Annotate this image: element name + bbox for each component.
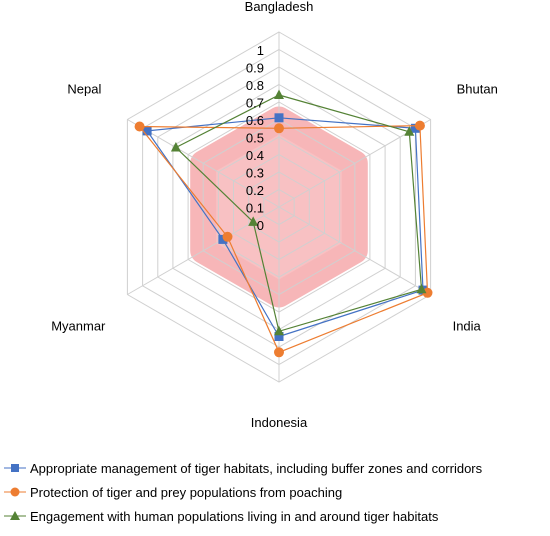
legend-label: Engagement with human populations living…	[30, 508, 439, 524]
data-point-square	[274, 113, 284, 123]
axis-label-indonesia: Indonesia	[251, 415, 308, 430]
data-point-square	[218, 234, 228, 244]
tick-label: 0.8	[246, 78, 264, 93]
data-point-circle	[222, 231, 233, 242]
data-point-triangle	[416, 283, 427, 294]
tick-label: 0.1	[246, 201, 264, 216]
label-group: 0 0.1 0.2 0.3 0.4 0.5 0.6 0.7 0.8 0.9 1 Bangladesh B…	[51, 0, 498, 430]
data-point-circle	[422, 287, 433, 298]
data-point-circle	[274, 123, 284, 134]
tick-label: 0.5	[246, 131, 264, 146]
axis-spoke	[127, 119, 280, 208]
axis-label-bhutan: Bhutan	[457, 82, 498, 97]
data-point-circle	[274, 347, 284, 358]
data-point-triangle	[170, 142, 181, 152]
tick-label: 1	[257, 43, 264, 58]
radar-grid	[126, 31, 432, 383]
series-group	[134, 89, 433, 358]
data-point-triangle	[274, 325, 284, 336]
legend-marker-circle-icon	[4, 487, 26, 497]
legend-label: Appropriate management of tiger habitats…	[30, 460, 483, 476]
legend-marker-square-icon	[4, 464, 26, 472]
tick-label: 0.9	[246, 61, 264, 76]
axis-label-nepal: Nepal	[67, 82, 101, 97]
data-point-circle	[134, 121, 145, 132]
data-point-square	[274, 332, 284, 341]
legend-item-habitat-management: Appropriate management of tiger habitats…	[4, 456, 550, 480]
tick-label: 0	[257, 218, 264, 233]
data-point-square	[410, 123, 420, 133]
tick-label: 0.2	[246, 183, 264, 198]
tick-label: 0.7	[246, 96, 264, 111]
legend-label: Protection of tiger and prey populations…	[30, 484, 343, 500]
axis-spoke	[278, 206, 431, 295]
series-2	[134, 120, 433, 358]
series-3	[170, 89, 427, 336]
data-point-circle	[414, 120, 425, 131]
axis-label-bangladesh: Bangladesh	[245, 0, 314, 14]
legend: Appropriate management of tiger habitats…	[4, 456, 550, 528]
data-point-triangle	[274, 89, 284, 99]
data-point-triangle	[404, 126, 415, 136]
axis-label-india: India	[453, 319, 482, 334]
legend-marker-triangle-icon	[4, 511, 26, 520]
data-point-square	[142, 126, 152, 136]
data-point-triangle	[248, 216, 259, 226]
tick-label: 0.4	[246, 148, 264, 163]
tick-label: 0.3	[246, 166, 264, 181]
axis-label-myanmar: Myanmar	[51, 319, 106, 334]
tick-label: 0.6	[246, 113, 264, 128]
legend-item-human-engagement: Engagement with human populations living…	[4, 504, 550, 528]
legend-item-poaching-protection: Protection of tiger and prey populations…	[4, 480, 550, 504]
radar-chart: 0 0.1 0.2 0.3 0.4 0.5 0.6 0.7 0.8 0.9 1 Bangladesh B…	[51, 0, 498, 430]
